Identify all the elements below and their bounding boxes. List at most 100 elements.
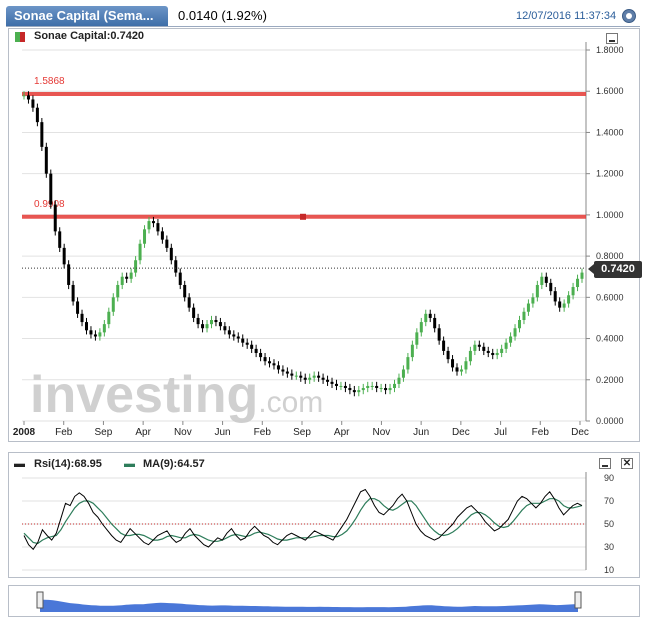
candle-body: [276, 365, 280, 370]
minimize-chart-button[interactable]: [606, 33, 618, 44]
y-tick-label: 0.0000: [596, 416, 624, 426]
candle-body: [580, 272, 584, 279]
price-series: [22, 91, 584, 397]
candle-body: [468, 350, 472, 362]
candle-body: [361, 388, 365, 391]
candle-body: [71, 284, 75, 302]
candle-body: [491, 352, 495, 356]
candle-body: [424, 313, 428, 323]
x-tick-label: Feb: [55, 427, 73, 438]
candle-body: [535, 284, 539, 298]
datetime-readout: 12/07/2016 11:37:34: [516, 10, 617, 22]
candle-body: [406, 357, 410, 370]
navigator-left-handle[interactable]: [36, 591, 44, 609]
candle-body: [357, 390, 361, 393]
x-tick-label: 2008: [13, 427, 36, 438]
candle-body: [442, 340, 446, 351]
candle-body: [495, 352, 499, 356]
candle-body: [156, 223, 160, 232]
main-y-axis: 0.0000 0.2000 0.4000 0.6000 0.8000 1.0000 1.20…: [585, 42, 624, 426]
line-handle[interactable]: [300, 213, 306, 220]
watermark-word: investing: [30, 366, 258, 424]
candle-body: [44, 146, 48, 174]
y-tick-label: 0.6000: [596, 292, 624, 302]
candle-body: [531, 297, 535, 304]
candle-body: [326, 379, 330, 382]
candle-body: [482, 346, 486, 351]
navigator-area: [40, 599, 578, 612]
candle-body: [151, 221, 155, 224]
candle-body: [218, 322, 222, 327]
candle-body: [562, 303, 566, 308]
candle-body: [160, 231, 164, 240]
candle-body: [250, 344, 254, 349]
candle-body: [504, 342, 508, 349]
candle-body: [93, 334, 97, 337]
candle-body: [486, 350, 490, 353]
ma-legend-swatch: ▬: [124, 458, 135, 470]
clock-icon[interactable]: [622, 9, 636, 23]
candle-body: [370, 385, 374, 387]
candle-body: [299, 375, 303, 378]
candle-body: [49, 173, 53, 205]
navigator-right-handle[interactable]: [574, 591, 582, 609]
candle-body: [76, 301, 80, 314]
candle-body: [227, 330, 231, 335]
candle-body: [348, 388, 352, 391]
candle-body: [31, 99, 35, 108]
rsi-y-tick-label: 70: [604, 496, 614, 506]
candle-body: [290, 373, 294, 376]
rsi-y-tick-label: 10: [604, 565, 614, 575]
rsi-legend: Rsi(14):68.95: [34, 458, 102, 470]
candle-body: [397, 377, 401, 384]
candle-body: [576, 278, 580, 288]
candle-body: [459, 369, 463, 372]
candle-body: [232, 334, 236, 337]
last-price-label: 0.7420: [588, 261, 642, 278]
y-tick-label: 0.4000: [596, 334, 624, 344]
candle-body: [339, 385, 343, 387]
candle-body: [334, 383, 338, 386]
candle-body: [165, 239, 169, 248]
rsi-y-tick-label: 90: [604, 473, 614, 483]
minimize-rsi-button[interactable]: [599, 458, 611, 469]
candle-body: [513, 328, 517, 337]
y-tick-label: 1.6000: [596, 86, 624, 96]
candle-body: [111, 297, 115, 312]
x-tick-label: Feb: [254, 427, 272, 438]
rsi-legend-swatch: ▬: [14, 458, 25, 470]
candle-body: [58, 231, 62, 248]
candle-body: [571, 287, 575, 296]
candle-body: [303, 377, 307, 380]
x-tick-label: Dec: [571, 427, 589, 438]
candle-body: [138, 243, 142, 261]
price-change: 0.0140 (1.92%): [178, 8, 267, 23]
candle-body: [522, 311, 526, 321]
rsi-line: [23, 488, 583, 551]
candle-body: [84, 322, 88, 331]
rsi-panel: [8, 452, 640, 578]
candle-body: [388, 388, 392, 391]
horizontal-lines: 1.58680.9908: [22, 76, 586, 220]
candle-body: [116, 284, 120, 298]
watermark-text: investing.com: [30, 366, 323, 424]
candle-body: [410, 344, 414, 358]
close-rsi-button[interactable]: ✕: [621, 458, 633, 469]
x-tick-label: Sep: [95, 427, 113, 438]
x-tick-label: Jul: [494, 427, 507, 438]
candle-body: [473, 344, 477, 351]
candle-body: [451, 359, 455, 368]
candle-body: [196, 317, 200, 325]
candle-body: [268, 361, 272, 364]
candle-body: [272, 363, 276, 366]
candle-body: [205, 324, 209, 329]
candle-body: [553, 291, 557, 302]
candle-body: [259, 352, 263, 358]
y-tick-label: 0.2000: [596, 375, 624, 385]
candle-legend-icon: [15, 32, 25, 42]
candle-body: [241, 338, 245, 343]
y-tick-label: 1.2000: [596, 169, 624, 179]
candle-body: [294, 375, 298, 377]
instrument-tab[interactable]: Sonae Capital (Sema...: [6, 6, 168, 26]
main-chart-panel: [8, 28, 640, 442]
